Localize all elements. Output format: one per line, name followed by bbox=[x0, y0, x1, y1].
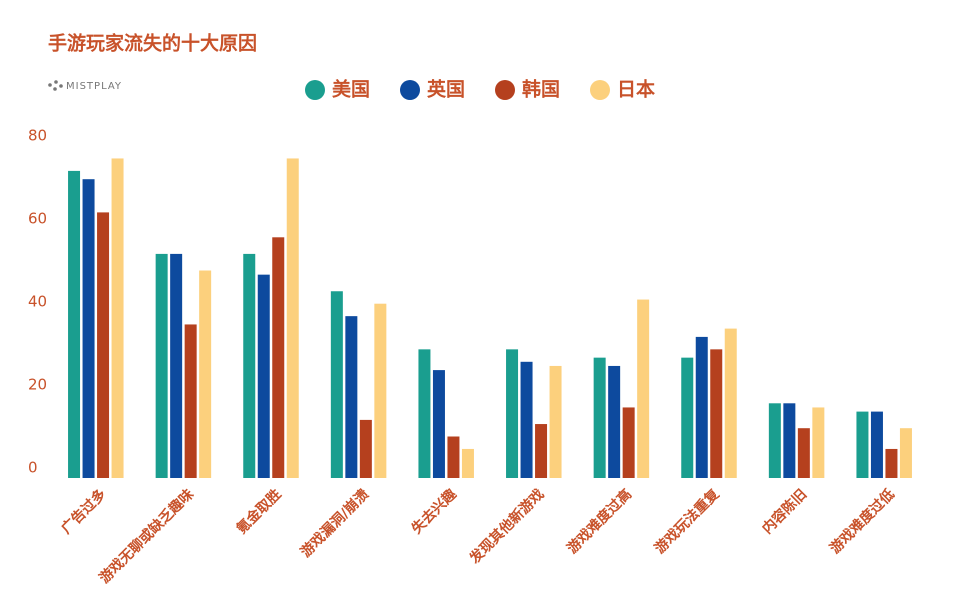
bar bbox=[82, 179, 95, 478]
x-tick-label: 游戏无聊或缺乏趣味 bbox=[96, 486, 197, 587]
bar bbox=[111, 158, 124, 478]
legend-marker bbox=[305, 80, 325, 100]
logo-icon bbox=[48, 80, 63, 91]
x-tick-label: 氪金取胜 bbox=[233, 486, 285, 538]
bar bbox=[447, 436, 460, 478]
bar bbox=[768, 403, 781, 478]
x-tick-label: 游戏玩法重复 bbox=[651, 485, 723, 557]
chart-title: 手游玩家流失的十大原因 bbox=[48, 32, 257, 55]
x-tick-label: 游戏难度过低 bbox=[826, 486, 897, 557]
bar bbox=[461, 448, 474, 478]
x-tick-label: 游戏漏洞/崩溃 bbox=[297, 486, 372, 561]
x-tick-label: 发现其他新游戏 bbox=[465, 486, 547, 568]
bar bbox=[724, 328, 737, 478]
bar bbox=[695, 336, 708, 478]
bar bbox=[184, 324, 197, 478]
bar bbox=[257, 274, 270, 478]
legend-label: 美国 bbox=[332, 78, 370, 101]
y-tick-label: 80 bbox=[28, 127, 47, 145]
legend-label: 韩国 bbox=[522, 78, 560, 101]
bar bbox=[783, 403, 796, 478]
legend-marker bbox=[400, 80, 420, 100]
source-logo: MISTPLAY bbox=[66, 81, 122, 92]
legend-label: 日本 bbox=[617, 78, 655, 101]
bar bbox=[535, 424, 548, 478]
bar bbox=[885, 448, 898, 478]
x-tick-label: 广告过多 bbox=[58, 486, 110, 538]
y-tick-label: 20 bbox=[28, 376, 47, 394]
y-tick-label: 0 bbox=[28, 459, 38, 477]
bar bbox=[432, 370, 445, 478]
bar bbox=[681, 357, 694, 478]
bar bbox=[345, 316, 358, 478]
bar bbox=[330, 291, 343, 478]
bar bbox=[506, 349, 519, 478]
bar bbox=[359, 419, 372, 478]
bar bbox=[549, 365, 562, 478]
bar bbox=[520, 361, 533, 478]
bar bbox=[608, 365, 621, 478]
bar bbox=[710, 349, 723, 478]
bar bbox=[870, 411, 883, 478]
bar bbox=[418, 349, 431, 478]
bar bbox=[243, 253, 256, 478]
y-tick-label: 40 bbox=[28, 293, 47, 311]
bar bbox=[170, 253, 183, 478]
y-tick-label: 60 bbox=[28, 210, 47, 228]
bar bbox=[797, 428, 810, 478]
bar bbox=[155, 253, 168, 478]
bar bbox=[637, 299, 650, 478]
legend-marker bbox=[495, 80, 515, 100]
bar bbox=[622, 407, 635, 478]
x-tick-label: 失去兴趣 bbox=[408, 485, 460, 537]
bar bbox=[68, 170, 81, 478]
x-tick-label: 内容陈旧 bbox=[759, 486, 811, 538]
bar bbox=[374, 303, 387, 478]
bar bbox=[856, 411, 869, 478]
bar bbox=[199, 270, 212, 478]
bar bbox=[899, 428, 912, 478]
bar bbox=[272, 237, 285, 478]
bar bbox=[812, 407, 825, 478]
legend-marker bbox=[590, 80, 610, 100]
bar bbox=[593, 357, 606, 478]
legend-label: 英国 bbox=[427, 78, 465, 101]
bar bbox=[97, 212, 110, 478]
x-tick-label: 游戏难度过高 bbox=[564, 486, 635, 557]
bar bbox=[286, 158, 299, 478]
